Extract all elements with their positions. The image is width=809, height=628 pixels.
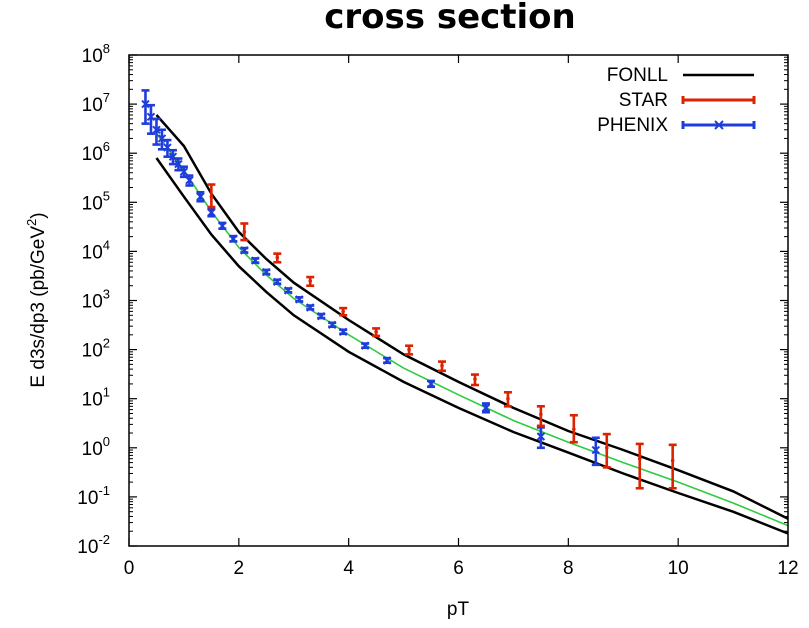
y-tick-label: 107 xyxy=(82,90,110,116)
x-tick-label: 4 xyxy=(343,558,354,579)
y-axis-label-superscript: 2 xyxy=(24,219,39,226)
phenix-series xyxy=(141,90,599,464)
star-point xyxy=(341,310,345,314)
star-point xyxy=(308,279,312,283)
x-tick-label: 2 xyxy=(234,558,245,579)
star-point xyxy=(210,195,214,199)
y-tick-label: 10-2 xyxy=(77,532,110,558)
y-tick-label: 106 xyxy=(82,139,110,165)
legend-label-star: STAR xyxy=(619,90,668,111)
y-tick-label: 103 xyxy=(82,287,110,313)
legend-swatch-star xyxy=(683,96,754,104)
star-point xyxy=(473,377,477,381)
legend: FONLL STAR PHENIX xyxy=(597,65,754,136)
star-point xyxy=(440,364,444,368)
y-tick-label: 100 xyxy=(82,434,110,460)
legend-label-fonll: FONLL xyxy=(607,65,668,86)
y-tick-label: 104 xyxy=(82,237,110,263)
star-point xyxy=(275,256,279,260)
y-axis-ticks: 10-2 10-1 100 101 102 103 104 105 106 107 108 xyxy=(77,41,788,558)
star-point xyxy=(407,348,411,352)
star-point xyxy=(572,427,576,431)
legend-swatch-phenix xyxy=(683,121,754,129)
x-axis-label: pT xyxy=(447,599,470,620)
y-axis-label: E d3s/dp3 (pb/GeV2) xyxy=(24,212,49,387)
star-point xyxy=(243,230,247,234)
x-tick-label: 0 xyxy=(124,558,135,579)
star-series xyxy=(207,185,676,489)
legend-label-phenix: PHENIX xyxy=(597,115,668,136)
y-tick-label: 10-1 xyxy=(77,483,110,509)
y-tick-label: 105 xyxy=(82,188,110,214)
star-point xyxy=(671,459,675,463)
plot-frame xyxy=(129,55,788,546)
y-axis-label-main: E d3s/dp3 (pb/GeV xyxy=(28,226,49,388)
chart-title: cross section xyxy=(324,0,576,37)
star-point xyxy=(374,330,378,334)
star-point xyxy=(506,397,510,401)
star-point xyxy=(638,457,642,461)
y-tick-label: 102 xyxy=(82,336,110,362)
fonll-center-curve xyxy=(157,134,789,526)
star-point xyxy=(605,446,609,450)
x-tick-label: 12 xyxy=(777,558,798,579)
star-point xyxy=(539,413,543,417)
x-tick-label: 10 xyxy=(668,558,689,579)
y-axis-label-close: ) xyxy=(28,212,49,218)
x-tick-label: 8 xyxy=(563,558,574,579)
y-tick-label: 108 xyxy=(82,41,110,67)
fonll-band xyxy=(157,115,789,534)
fonll-upper-curve xyxy=(157,115,789,519)
x-tick-label: 6 xyxy=(453,558,464,579)
y-tick-label: 101 xyxy=(82,385,110,411)
